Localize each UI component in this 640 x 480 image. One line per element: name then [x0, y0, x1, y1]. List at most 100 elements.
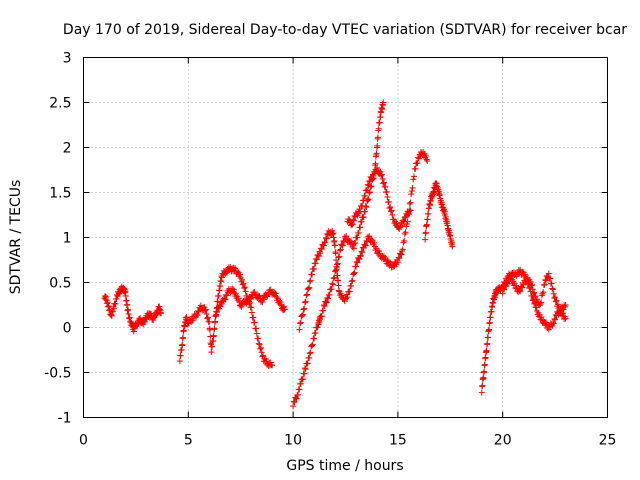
data-point — [377, 168, 384, 175]
data-point — [485, 334, 492, 341]
data-point — [264, 293, 271, 300]
data-point — [212, 318, 219, 325]
data-point — [527, 278, 534, 285]
data-point — [539, 290, 546, 297]
data-point — [543, 277, 550, 284]
data-point — [262, 356, 269, 363]
data-point — [112, 301, 119, 308]
data-point — [424, 216, 431, 223]
data-point — [218, 274, 225, 281]
data-point — [396, 226, 403, 233]
data-point — [361, 241, 368, 248]
data-point — [350, 217, 357, 224]
data-point — [384, 194, 391, 200]
data-point — [560, 306, 567, 313]
data-point — [299, 311, 306, 318]
data-point — [550, 320, 557, 326]
data-point — [306, 284, 313, 291]
data-point — [313, 255, 320, 262]
data-point — [516, 287, 523, 294]
data-point — [301, 305, 308, 312]
data-point — [559, 310, 566, 317]
data-point — [290, 398, 297, 405]
data-point — [350, 216, 357, 223]
data-point — [414, 160, 421, 167]
data-point — [312, 260, 319, 267]
data-point — [318, 245, 325, 252]
data-point — [541, 281, 548, 288]
data-point — [339, 242, 346, 249]
data-point — [357, 252, 364, 259]
data-point — [533, 296, 540, 303]
data-point — [337, 246, 344, 253]
data-point — [401, 230, 408, 237]
data-point — [385, 258, 392, 265]
data-point — [309, 341, 316, 348]
data-point — [540, 282, 547, 289]
data-point — [322, 234, 329, 241]
data-point — [512, 282, 519, 289]
data-point — [552, 294, 559, 301]
data-point — [357, 208, 364, 215]
data-point — [348, 221, 355, 227]
data-points — [101, 99, 569, 410]
data-point — [332, 242, 339, 249]
data-point — [508, 272, 515, 279]
data-point — [124, 301, 131, 308]
data-point — [486, 319, 493, 326]
data-point — [177, 352, 184, 359]
data-point — [128, 319, 135, 326]
data-point — [299, 312, 306, 319]
data-point — [504, 280, 511, 287]
data-point — [218, 278, 225, 285]
data-point — [354, 212, 361, 219]
data-point — [399, 246, 406, 253]
y-tick-label: 0 — [63, 321, 72, 337]
data-point — [343, 233, 350, 240]
data-point — [336, 253, 343, 260]
data-point — [217, 303, 224, 310]
data-point — [258, 349, 265, 356]
data-point — [553, 297, 560, 304]
y-tick-label: -0.5 — [44, 366, 71, 382]
data-point — [531, 289, 538, 296]
data-point — [376, 119, 383, 126]
data-point — [406, 200, 413, 207]
tick-labels: 0 5 10 15 20 25 -1 -0.5 0 0.5 1 1.5 2 2.5 3 — [44, 51, 616, 449]
data-point — [294, 391, 301, 398]
data-point — [334, 272, 341, 279]
data-point — [410, 173, 417, 180]
data-point — [257, 344, 264, 351]
data-point — [362, 242, 369, 249]
data-point — [202, 306, 209, 313]
data-point — [356, 256, 363, 263]
data-point — [206, 318, 213, 325]
data-point — [362, 242, 369, 248]
data-point — [204, 315, 211, 322]
data-point — [256, 293, 263, 300]
data-point — [346, 288, 353, 295]
data-point — [301, 365, 308, 372]
data-point — [273, 293, 280, 300]
data-point — [218, 300, 225, 307]
data-point — [360, 214, 367, 221]
data-point — [308, 342, 315, 349]
data-point — [371, 239, 378, 246]
data-point — [104, 300, 111, 307]
data-point — [281, 306, 288, 313]
data-point — [189, 317, 196, 324]
data-point — [519, 284, 526, 291]
data-point — [248, 304, 255, 311]
data-point — [323, 235, 330, 242]
y-tick-label: -1 — [58, 411, 72, 427]
data-point — [101, 292, 108, 299]
data-point — [481, 368, 488, 375]
data-point — [242, 288, 249, 295]
data-point — [318, 313, 325, 320]
chart-title: Day 170 of 2019, Sidereal Day-to-day VTE… — [63, 22, 627, 38]
data-point — [158, 310, 165, 317]
data-point — [366, 177, 373, 184]
data-point — [550, 286, 557, 293]
data-point — [234, 268, 241, 275]
